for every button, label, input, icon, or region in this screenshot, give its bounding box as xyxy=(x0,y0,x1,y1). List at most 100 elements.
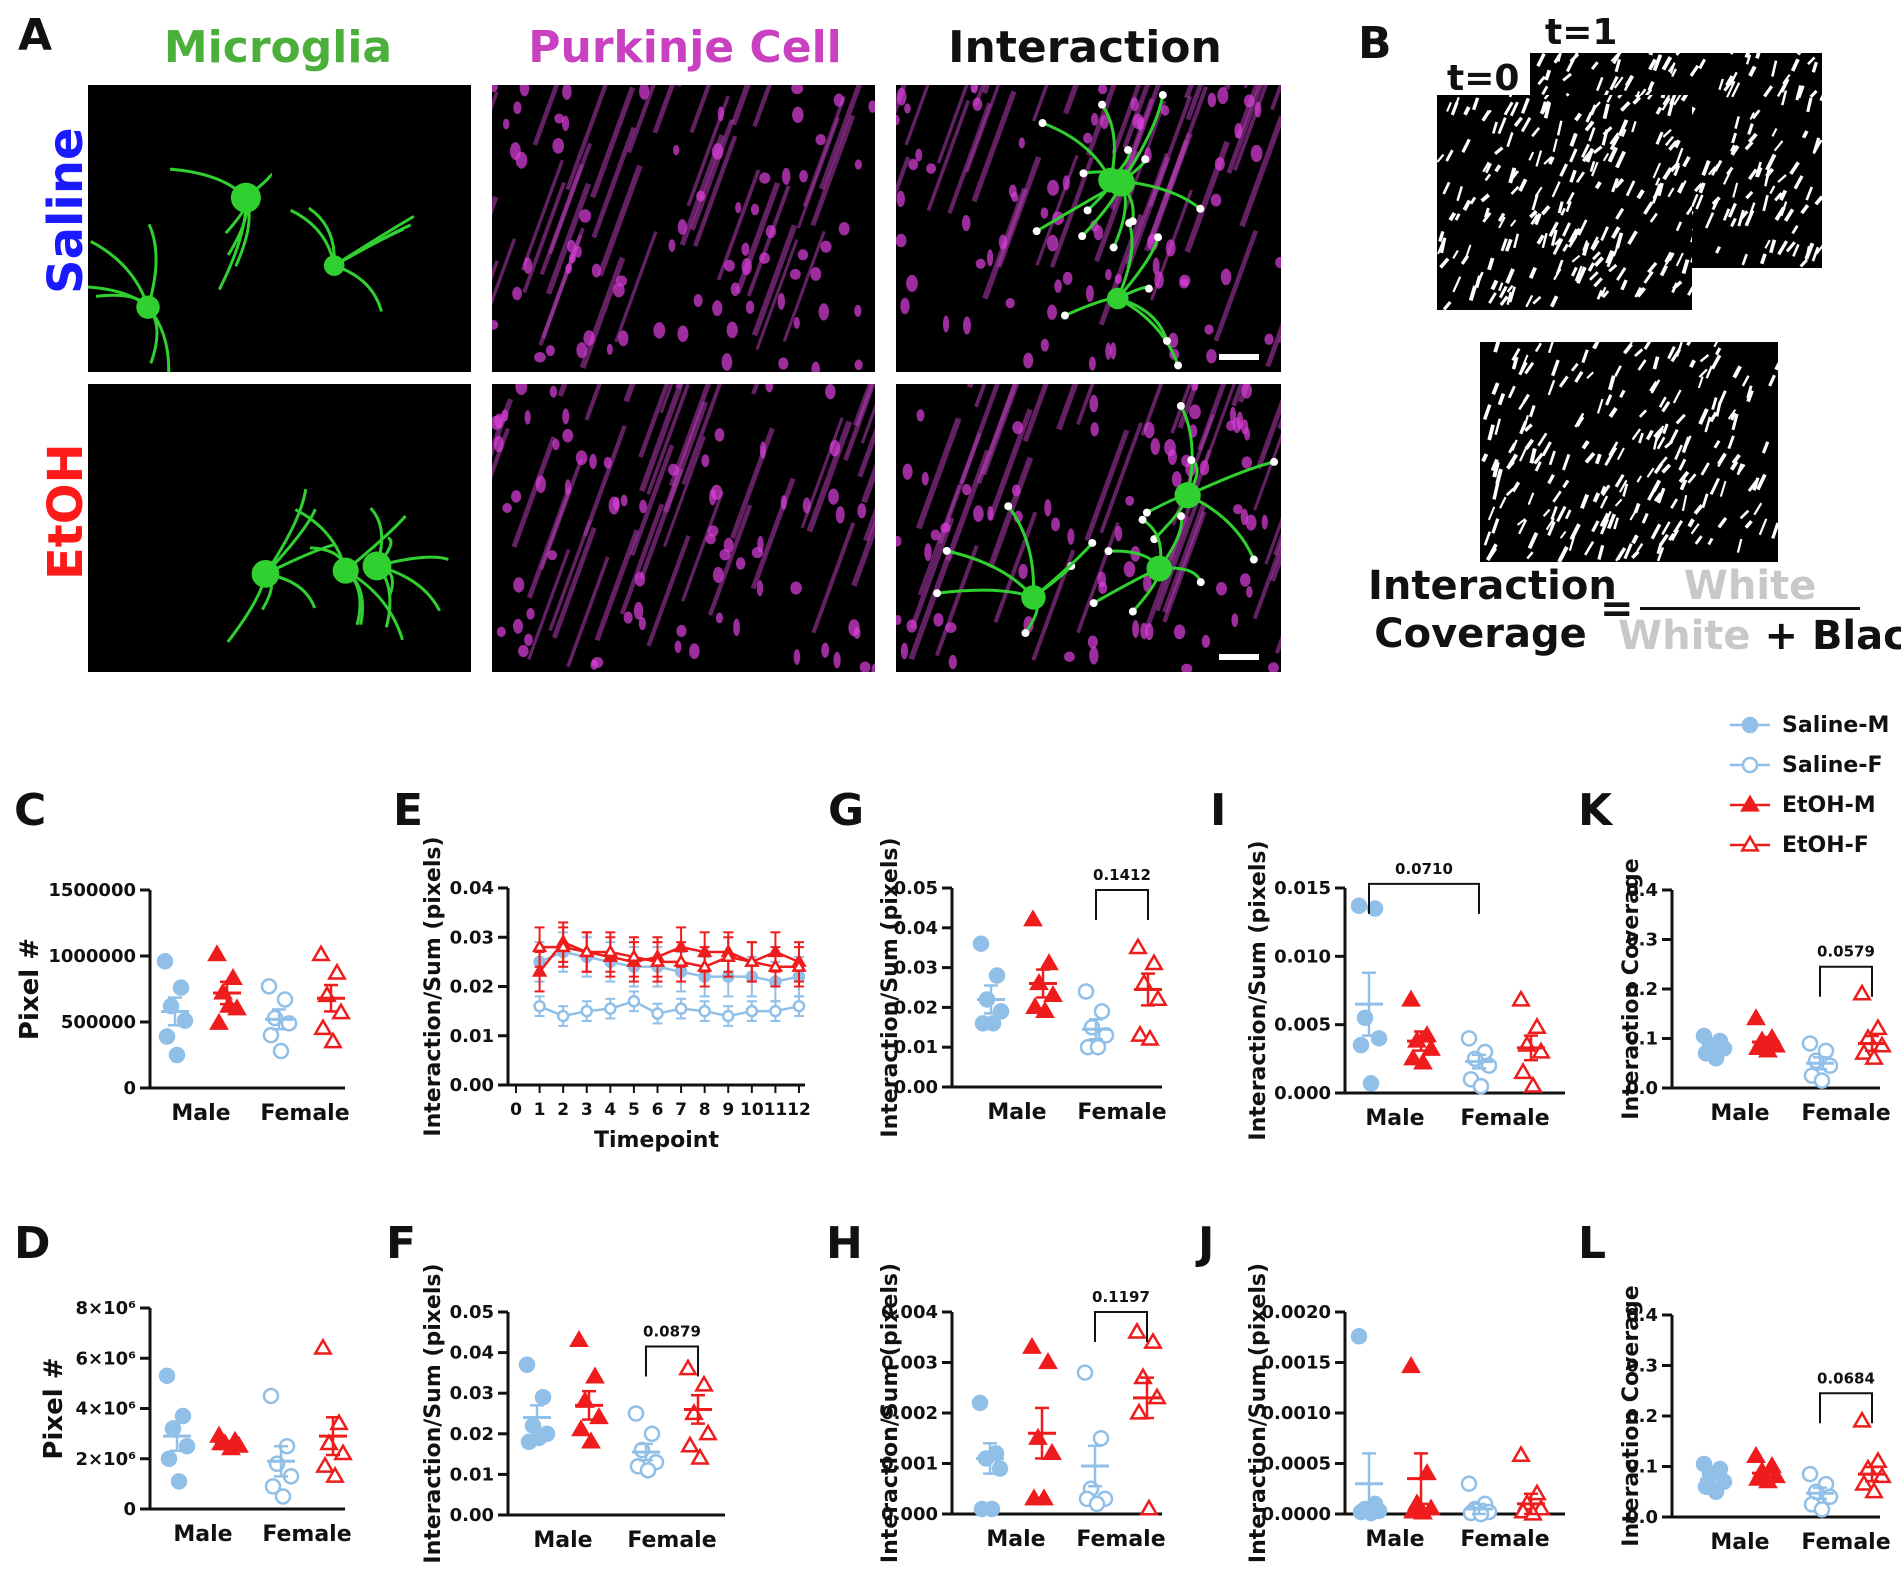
binary-speck xyxy=(1691,193,1699,208)
binary-speck xyxy=(1595,76,1604,92)
purkinje-fiber xyxy=(1204,384,1236,464)
column-title-purkinje: Purkinje Cell xyxy=(528,22,842,73)
microglia-process xyxy=(1117,297,1169,342)
binary-speck xyxy=(1668,532,1676,542)
binary-speck xyxy=(1601,484,1611,497)
purkinje-soma xyxy=(1246,586,1253,598)
binary-speck xyxy=(1701,493,1709,509)
data-point xyxy=(984,1015,1002,1032)
purkinje-fiber xyxy=(810,114,856,227)
binary-speck xyxy=(1591,161,1599,177)
y-tick-label: 0.02 xyxy=(450,977,494,998)
binary-speck xyxy=(1491,382,1500,396)
purkinje-fiber xyxy=(752,85,772,128)
data-point xyxy=(626,953,642,967)
purkinje-fiber xyxy=(987,456,1034,569)
binary-speck xyxy=(1768,239,1777,254)
purkinje-soma xyxy=(1165,239,1176,257)
binary-speck xyxy=(1656,182,1664,197)
binary-speck xyxy=(1656,542,1663,555)
data-point xyxy=(1766,1466,1786,1484)
purkinje-soma xyxy=(797,249,809,261)
binary-speck xyxy=(1574,370,1584,383)
data-point xyxy=(569,1329,589,1347)
purkinje-soma xyxy=(1067,528,1075,545)
purkinje-fiber xyxy=(852,384,874,427)
purkinje-soma xyxy=(854,359,863,371)
binary-speck xyxy=(1713,440,1721,449)
microglia-process xyxy=(146,306,159,364)
purkinje-fiber xyxy=(1226,85,1264,174)
microglia-process xyxy=(1187,460,1275,497)
interaction-point xyxy=(1109,243,1118,252)
binary-speck xyxy=(1641,512,1649,524)
data-point xyxy=(1088,1495,1106,1513)
data-point xyxy=(1858,1028,1878,1046)
binary-speck xyxy=(1548,450,1556,466)
binary-speck xyxy=(1589,161,1596,172)
binary-speck xyxy=(1807,56,1816,65)
binary-speck xyxy=(1549,295,1559,308)
data-point xyxy=(722,1009,735,1023)
micrograph-render xyxy=(896,384,1281,672)
y-tick-label: 0.000 xyxy=(1274,1083,1331,1104)
purkinje-fiber xyxy=(689,119,735,231)
purkinje-fiber xyxy=(1231,384,1244,407)
y-tick-label: 0.3 xyxy=(1626,930,1658,951)
purkinje-soma xyxy=(896,535,902,547)
microglia-process xyxy=(1109,178,1135,222)
binary-speck xyxy=(1793,175,1804,190)
binary-speck xyxy=(1771,128,1778,137)
binary-speck xyxy=(1543,156,1553,165)
purkinje-soma xyxy=(606,343,613,355)
microglia-process xyxy=(1100,103,1116,181)
microglia-process xyxy=(375,564,392,628)
data-point xyxy=(1421,1498,1441,1516)
binary-speck xyxy=(1631,534,1639,545)
purkinje-soma xyxy=(975,258,986,269)
data-point xyxy=(1801,1465,1819,1483)
binary-speck xyxy=(1623,79,1631,92)
binary-speck xyxy=(1518,519,1528,535)
data-point xyxy=(555,938,571,953)
binary-speck xyxy=(1607,146,1618,163)
binary-speck xyxy=(1577,219,1588,236)
purkinje-soma xyxy=(1093,225,1104,241)
purkinje-soma xyxy=(552,438,560,451)
microglia-process xyxy=(265,572,317,609)
purkinje-soma xyxy=(1181,663,1193,672)
purkinje-fiber xyxy=(857,427,875,478)
data-point xyxy=(1417,1025,1437,1043)
binary-speck xyxy=(1631,120,1637,133)
binary-speck xyxy=(1531,127,1541,138)
purkinje-soma xyxy=(1140,622,1149,640)
data-point xyxy=(589,1407,609,1425)
purkinje-soma xyxy=(896,190,905,208)
purkinje-soma xyxy=(677,219,688,235)
purkinje-fiber xyxy=(818,85,863,190)
binary-speck xyxy=(1711,196,1721,206)
binary-speck xyxy=(1627,342,1633,351)
data-point xyxy=(280,1015,298,1032)
data-point xyxy=(272,1042,290,1060)
purkinje-fiber xyxy=(1084,429,1130,542)
purkinje-fiber xyxy=(730,85,751,126)
purkinje-soma xyxy=(575,450,588,466)
binary-speck xyxy=(1753,502,1763,516)
category-label: Female xyxy=(1076,1527,1165,1552)
binary-speck xyxy=(1592,492,1601,503)
binary-speck xyxy=(1608,407,1618,418)
binary-speck xyxy=(1785,241,1796,253)
binary-speck xyxy=(1632,96,1642,105)
interaction-point xyxy=(1124,146,1133,155)
purkinje-soma xyxy=(1097,85,1108,95)
binary-speck xyxy=(1518,361,1528,376)
binary-speck xyxy=(1749,112,1755,120)
binary-speck xyxy=(1773,140,1784,152)
binary-speck xyxy=(1511,481,1521,493)
purkinje-fiber xyxy=(735,181,781,294)
purkinje-fiber xyxy=(646,535,691,647)
x-tick-label: 9 xyxy=(722,1100,734,1120)
binary-speck xyxy=(1591,520,1600,533)
purkinje-soma xyxy=(724,259,735,272)
